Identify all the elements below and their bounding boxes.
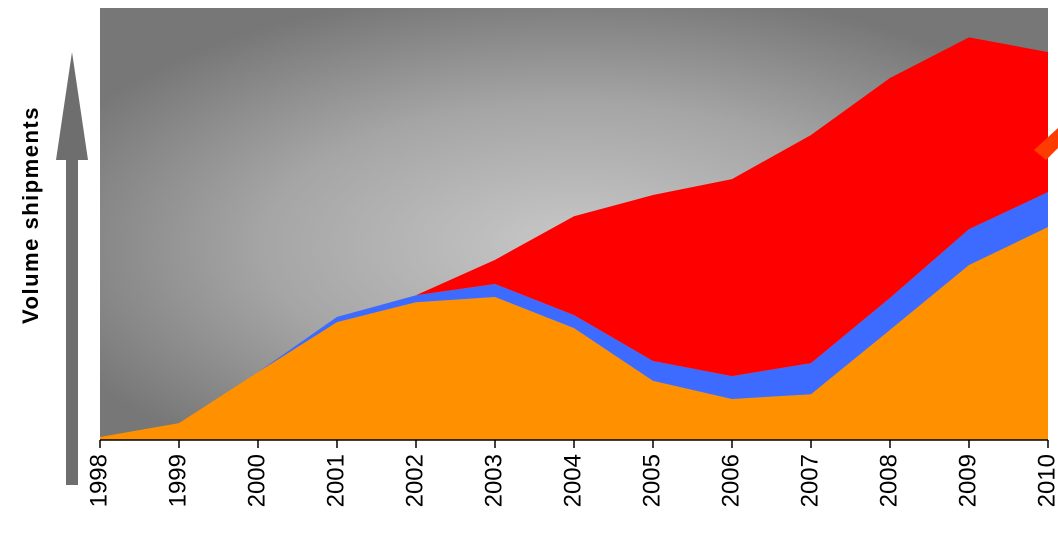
y-axis-label: Volume shipments — [18, 106, 43, 324]
y-axis-arrow — [56, 52, 88, 485]
area — [100, 37, 1048, 437]
x-tick-label: 2008 — [875, 454, 902, 507]
x-tick-label: 1999 — [164, 454, 191, 507]
x-tick-label: 2010 — [1033, 454, 1058, 507]
x-tick-label: 2006 — [717, 454, 744, 507]
area — [100, 227, 1048, 440]
x-tick-label: 2009 — [954, 454, 981, 507]
area — [100, 192, 1048, 437]
x-tick-label: 2001 — [322, 454, 349, 507]
decoration — [1034, 128, 1058, 160]
x-tick-label: 2003 — [480, 454, 507, 507]
x-tick-label: 2002 — [401, 454, 428, 507]
x-tick-label: 2007 — [796, 454, 823, 507]
x-tick-label: 2004 — [559, 454, 586, 507]
x-tick-label: 2000 — [243, 454, 270, 507]
x-tick-label: 1998 — [85, 454, 112, 507]
x-tick-label: 2005 — [638, 454, 665, 507]
